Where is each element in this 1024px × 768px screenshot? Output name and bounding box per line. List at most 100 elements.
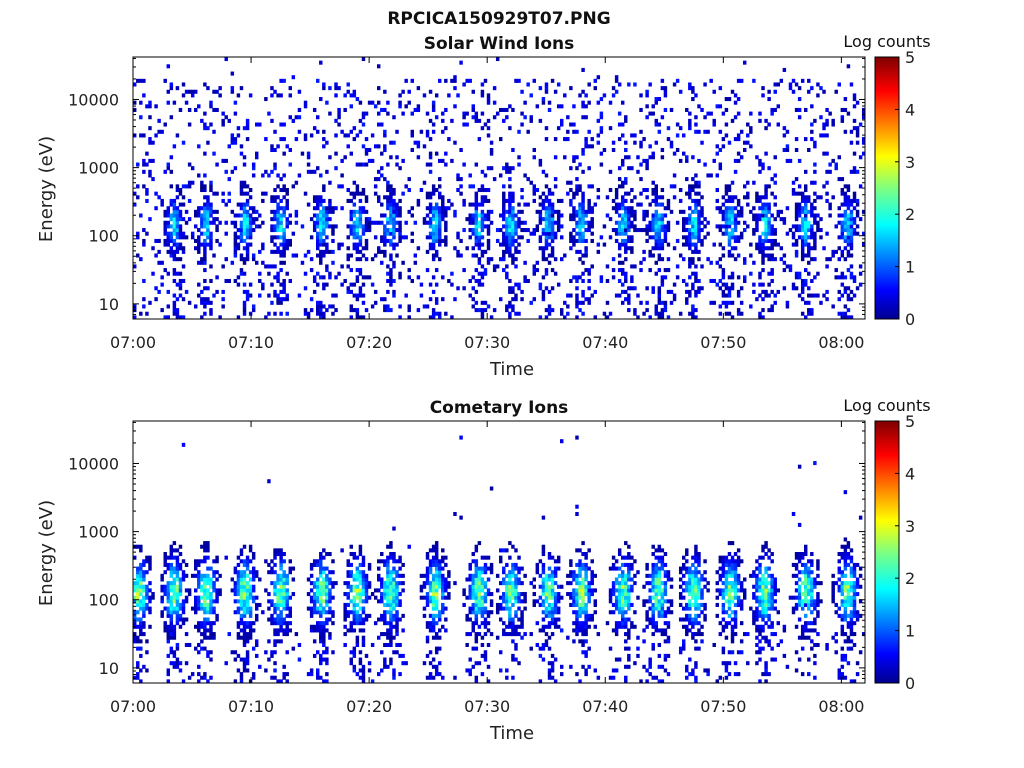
spectrogram-cell bbox=[239, 577, 244, 582]
spectrogram-cell bbox=[322, 610, 326, 615]
spectrogram-cell bbox=[309, 573, 314, 578]
spectrogram-cell bbox=[197, 570, 201, 575]
spectrogram-cell bbox=[614, 231, 619, 236]
spectrogram-cell bbox=[834, 249, 838, 254]
spectrogram-cell bbox=[258, 664, 262, 669]
spectrogram-cell bbox=[273, 264, 277, 269]
spectrogram-cell bbox=[392, 552, 396, 557]
spectrogram-cell bbox=[514, 213, 518, 218]
spectrogram-cell bbox=[474, 632, 479, 637]
spectrogram-cell bbox=[587, 220, 591, 225]
spectrogram-cell bbox=[187, 217, 192, 222]
spectrogram-cell bbox=[175, 133, 180, 138]
spectrogram-cell bbox=[434, 668, 439, 673]
spectrogram-cell bbox=[773, 228, 777, 233]
spectrogram-cell bbox=[444, 209, 448, 214]
spectrogram-cell bbox=[441, 548, 445, 553]
spectrogram-cell bbox=[483, 217, 488, 222]
spectrogram-cell bbox=[596, 133, 601, 138]
spectrogram-cell bbox=[444, 162, 448, 167]
spectrogram-cell bbox=[477, 541, 482, 546]
spectrogram-cell bbox=[197, 173, 201, 178]
spectrogram-cell bbox=[239, 86, 244, 91]
spectrogram-cell bbox=[770, 253, 774, 258]
spectrogram-cell bbox=[187, 300, 192, 305]
spectrogram-cell bbox=[236, 228, 241, 233]
spectrogram-cell bbox=[276, 639, 280, 644]
spectrogram-cell bbox=[383, 595, 387, 600]
spectrogram-cell bbox=[242, 592, 247, 597]
spectrogram-cell bbox=[145, 188, 149, 193]
spectrogram-cell bbox=[556, 209, 561, 214]
spectrogram-cell bbox=[194, 209, 198, 214]
spectrogram-cell bbox=[846, 308, 851, 313]
spectrogram-cell bbox=[849, 242, 854, 247]
spectrogram-cell bbox=[255, 617, 259, 622]
spectrogram-cell bbox=[800, 220, 805, 225]
spectrogram-cell bbox=[581, 238, 585, 243]
spectrogram-cell bbox=[761, 238, 765, 243]
spectrogram-cell bbox=[761, 86, 765, 91]
spectrogram-cell bbox=[261, 286, 265, 291]
spectrogram-cell bbox=[245, 118, 250, 123]
spectrogram-cell bbox=[700, 242, 704, 247]
spectrogram-cell bbox=[819, 86, 823, 91]
spectrogram-cell bbox=[666, 202, 671, 207]
spectrogram-cell bbox=[739, 300, 744, 305]
spectrogram-cell bbox=[425, 573, 430, 578]
spectrogram-cell bbox=[142, 610, 146, 615]
spectrogram-cell bbox=[861, 151, 866, 156]
spectrogram-cell bbox=[505, 220, 509, 225]
spectrogram-cell bbox=[194, 107, 198, 112]
spectrogram-cell bbox=[361, 246, 366, 251]
spectrogram-cell bbox=[267, 173, 271, 178]
spectrogram-cell bbox=[306, 311, 311, 316]
spectrogram-cell bbox=[187, 592, 192, 597]
spectrogram-cell bbox=[471, 584, 475, 589]
spectrogram-cell bbox=[270, 613, 274, 618]
spectrogram-cell bbox=[749, 304, 753, 309]
spectrogram-cell bbox=[651, 188, 655, 193]
spectrogram-cell bbox=[813, 144, 817, 149]
spectrogram-cell bbox=[822, 246, 826, 251]
spectrogram-cell bbox=[480, 220, 485, 225]
spectrogram-cell bbox=[175, 217, 180, 222]
spectrogram-cell bbox=[169, 584, 174, 589]
spectrogram-cell bbox=[621, 268, 625, 273]
spectrogram-cell bbox=[462, 122, 466, 127]
spectrogram-cell bbox=[743, 147, 747, 153]
spectrogram-cell bbox=[505, 217, 509, 222]
spectrogram-cell bbox=[675, 78, 680, 83]
spectrogram-cell bbox=[358, 315, 363, 320]
spectrogram-cell bbox=[730, 118, 735, 123]
spectrogram-cell bbox=[642, 228, 646, 233]
spectrogram-cell bbox=[282, 260, 286, 265]
spectrogram-cell bbox=[316, 195, 320, 200]
spectrogram-cell bbox=[319, 653, 323, 658]
spectrogram-cell bbox=[239, 191, 244, 196]
spectrogram-cell bbox=[474, 213, 479, 218]
spectrogram-cell bbox=[752, 282, 756, 287]
spectrogram-cell bbox=[441, 559, 445, 564]
spectrogram-cell bbox=[492, 268, 497, 273]
spectrogram-cell bbox=[800, 311, 805, 316]
spectrogram-cell bbox=[233, 249, 238, 254]
spectrogram-cell bbox=[575, 155, 579, 160]
spectrogram-cell bbox=[590, 217, 594, 222]
spectrogram-cell bbox=[312, 107, 317, 112]
spectrogram-cell bbox=[142, 78, 146, 83]
spectrogram-cell bbox=[285, 311, 289, 316]
spectrogram-cell bbox=[230, 209, 235, 214]
spectrogram-cell bbox=[474, 206, 479, 211]
spectrogram-cell bbox=[136, 584, 140, 589]
spectrogram-cell bbox=[428, 613, 433, 618]
spectrogram-cell bbox=[547, 213, 552, 218]
spectrogram-cell bbox=[419, 588, 424, 593]
spectrogram-cell bbox=[172, 661, 177, 666]
spectrogram-cell bbox=[688, 275, 692, 280]
spectrogram-cell bbox=[245, 653, 250, 658]
spectrogram-cell bbox=[645, 238, 649, 243]
spectrogram-cell bbox=[273, 548, 277, 553]
spectrogram-cell bbox=[316, 559, 320, 564]
spectrogram-cell bbox=[468, 217, 472, 222]
